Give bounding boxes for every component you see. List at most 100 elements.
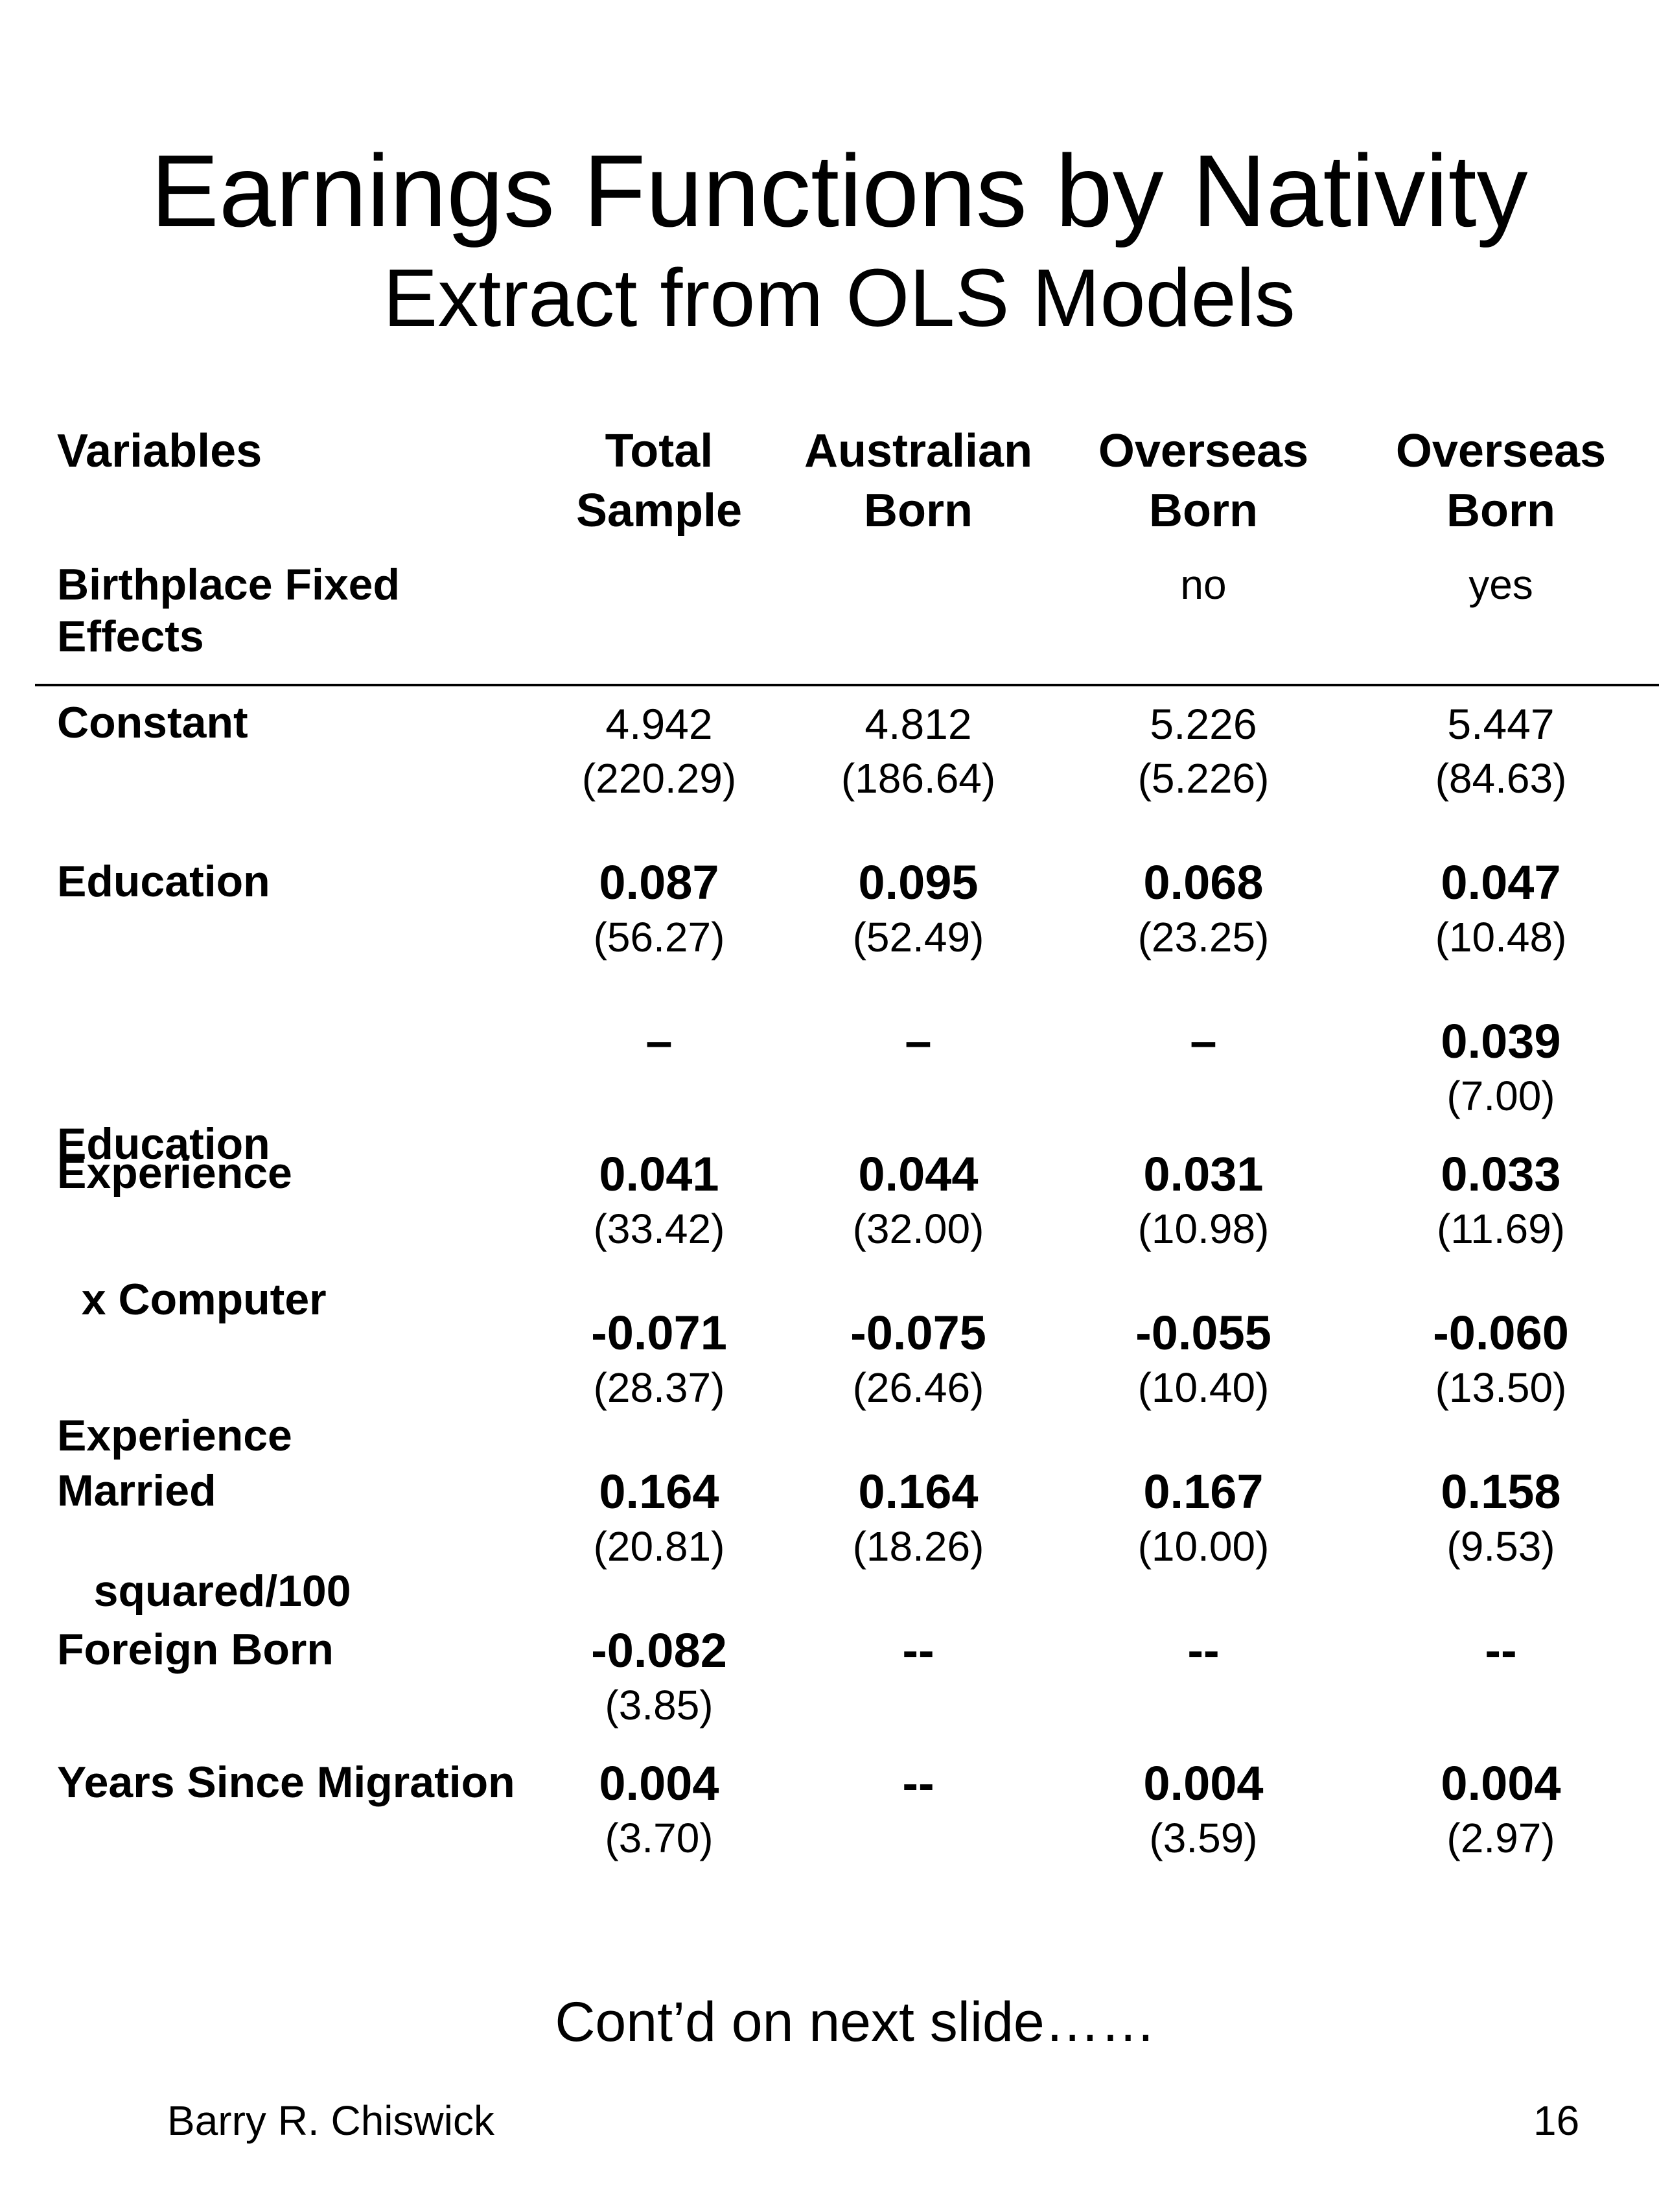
header-line: Total: [605, 425, 713, 477]
table-cell: 0.158 (9.53): [1358, 1465, 1643, 1574]
standard-error: (7.00): [1446, 1073, 1555, 1119]
coefficient: –: [645, 1014, 673, 1068]
row-label: Experience: [57, 1147, 292, 1199]
table-cell: --: [1061, 1624, 1346, 1678]
coefficient: 0.041: [599, 1147, 719, 1201]
label-line: Married: [57, 1466, 216, 1515]
coefficient: -0.082: [591, 1624, 727, 1677]
row-label: Foreign Born: [57, 1624, 334, 1675]
standard-error: (220.29): [581, 755, 737, 802]
header-line: Born: [1149, 485, 1258, 537]
coefficient: 4.942: [605, 700, 713, 748]
row-label: Experience squared/100: [57, 1306, 351, 1721]
coefficient: 0.039: [1441, 1014, 1561, 1068]
standard-error: (9.53): [1446, 1523, 1555, 1570]
standard-error: (84.63): [1435, 755, 1567, 802]
coefficient: 0.167: [1143, 1465, 1264, 1519]
table-cell: -0.075 (26.46): [776, 1306, 1061, 1415]
header-line: Born: [1446, 485, 1555, 537]
coefficient: 5.226: [1150, 700, 1257, 748]
table-cell: 0.047 (10.48): [1358, 856, 1643, 964]
table-cell: 0.004 (3.59): [1061, 1756, 1346, 1865]
standard-error: (3.70): [605, 1815, 713, 1861]
table-cell: 0.164 (18.26): [776, 1465, 1061, 1574]
coefficient: -0.075: [850, 1306, 986, 1360]
page-title: Earnings Functions by Nativity: [150, 134, 1528, 248]
coefficient: 4.812: [864, 700, 972, 748]
table-cell: 0.031 (10.98): [1061, 1147, 1346, 1256]
row-label: Married: [57, 1465, 216, 1517]
coefficient: -0.060: [1433, 1306, 1569, 1360]
coefficient: 0.095: [858, 856, 979, 909]
table-cell: 0.039 (7.00): [1358, 1014, 1643, 1123]
standard-error: (13.50): [1435, 1364, 1567, 1411]
table-cell: 0.004 (3.70): [516, 1756, 802, 1865]
label-line: x Computer: [57, 1275, 327, 1324]
standard-error: (56.27): [593, 914, 725, 960]
standard-error: (10.00): [1137, 1523, 1270, 1570]
page-subtitle: Extract from OLS Models: [383, 252, 1295, 343]
table-cell: 0.164 (20.81): [516, 1465, 802, 1574]
standard-error: (10.48): [1435, 914, 1567, 960]
standard-error: (20.81): [593, 1523, 725, 1570]
standard-error: (3.85): [605, 1682, 713, 1729]
label-line: Years Since Migration: [57, 1758, 515, 1807]
fixed-effects-value: yes: [1468, 561, 1533, 608]
coefficient: 0.033: [1441, 1147, 1561, 1201]
coefficient: --: [902, 1624, 934, 1677]
standard-error: (2.97): [1446, 1815, 1555, 1861]
coefficient: -0.055: [1135, 1306, 1271, 1360]
coefficient: 0.158: [1441, 1465, 1561, 1519]
table-cell: --: [1358, 1624, 1643, 1678]
coefficient: -0.071: [591, 1306, 727, 1360]
standard-error: (3.59): [1149, 1815, 1258, 1861]
coefficient: 0.044: [858, 1147, 979, 1201]
coefficient: 0.031: [1143, 1147, 1264, 1201]
standard-error: (11.69): [1436, 1205, 1566, 1252]
standard-error: (28.37): [593, 1364, 725, 1411]
label-line: Birthplace Fixed: [57, 560, 400, 609]
table-cell: 0.044 (32.00): [776, 1147, 1061, 1256]
row-label: Education x Computer: [57, 1014, 327, 1429]
table-cell: 5.447 (84.63): [1358, 697, 1643, 806]
header-line: Sample: [575, 485, 743, 537]
coefficient: 0.087: [599, 856, 719, 909]
coefficient: 0.047: [1441, 856, 1561, 909]
table-cell: 0.004 (2.97): [1358, 1756, 1643, 1865]
coefficient: --: [1485, 1624, 1517, 1677]
table-cell: -0.082 (3.85): [516, 1624, 802, 1732]
standard-error: (26.46): [852, 1364, 984, 1411]
label-line: Experience: [57, 1411, 292, 1460]
coefficient: 0.004: [1441, 1756, 1561, 1810]
table-cell: 5.226 (5.226): [1061, 697, 1346, 806]
coefficient: --: [1187, 1624, 1220, 1677]
table-cell: -0.055 (10.40): [1061, 1306, 1346, 1415]
label-line: Experience: [57, 1148, 292, 1198]
row-label: Years Since Migration: [57, 1756, 515, 1808]
label-line: Constant: [57, 698, 248, 747]
table-cell: –: [516, 1014, 802, 1069]
table-cell: 0.087 (56.27): [516, 856, 802, 964]
standard-error: (10.98): [1137, 1205, 1270, 1252]
table-cell: 0.068 (23.25): [1061, 856, 1346, 964]
table-cell: 0.167 (10.00): [1061, 1465, 1346, 1574]
standard-error: (186.64): [841, 755, 996, 802]
coefficient: 5.447: [1447, 700, 1555, 748]
coefficient: 0.004: [1143, 1756, 1264, 1810]
header-line: Born: [864, 485, 973, 537]
coefficient: 0.068: [1143, 856, 1264, 909]
standard-error: (10.40): [1137, 1364, 1270, 1411]
row-label: Education: [57, 856, 270, 907]
table-cell: -0.071 (28.37): [516, 1306, 802, 1415]
standard-error: (32.00): [852, 1205, 984, 1252]
standard-error: (23.25): [1137, 914, 1270, 960]
table-cell: --: [776, 1624, 1061, 1678]
coefficient: 0.004: [599, 1756, 719, 1810]
header-overseas-born-fe: Overseas Born: [1358, 421, 1643, 541]
table-cell: 4.812 (186.64): [776, 697, 1061, 806]
header-line: Overseas: [1098, 425, 1309, 477]
label-line: Foreign Born: [57, 1625, 334, 1674]
header-variables: Variables: [57, 425, 262, 477]
page-number: 16: [1533, 2097, 1580, 2144]
table-cell: -0.060 (13.50): [1358, 1306, 1643, 1415]
